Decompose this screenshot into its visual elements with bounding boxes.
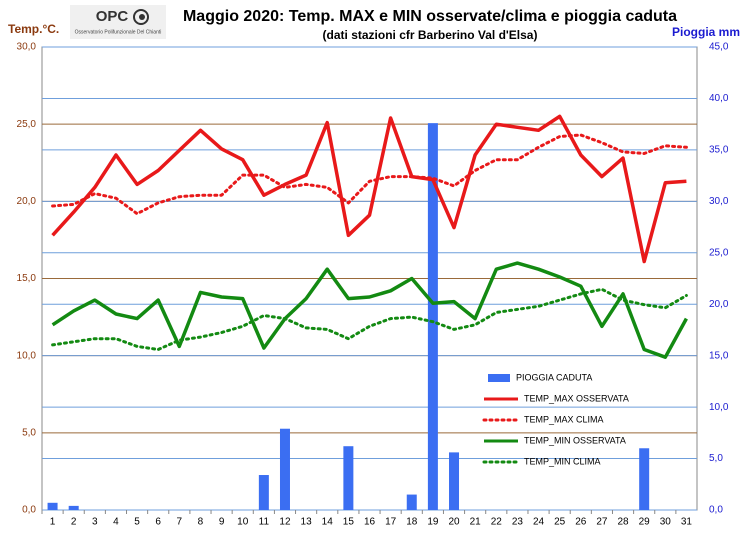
- x-tick-label: 11: [259, 517, 270, 528]
- bar: [343, 446, 354, 510]
- bar: [639, 448, 650, 510]
- x-tick-label: 9: [219, 517, 225, 528]
- x-tick-label: 13: [301, 517, 313, 528]
- y2-tick-label: 45,0: [709, 42, 729, 53]
- y-tick-label: 25,0: [17, 119, 37, 130]
- y-axis-title: Temp.°C.: [8, 22, 59, 36]
- x-tick-label: 22: [491, 517, 503, 528]
- x-tick-label: 30: [660, 517, 672, 528]
- x-tick-label: 12: [279, 517, 291, 528]
- line: [51, 261, 688, 359]
- bar: [427, 123, 438, 510]
- legend-label: TEMP_MIN CLIMA: [524, 456, 601, 466]
- y-tick-label: 30,0: [17, 42, 37, 53]
- x-tick-label: 7: [177, 517, 183, 528]
- y2-tick-label: 15,0: [709, 350, 729, 361]
- x-tick-label: 21: [470, 517, 482, 528]
- legend-label: TEMP_MAX OSSERVATA: [524, 393, 629, 403]
- line: [51, 133, 688, 216]
- x-tick-label: 27: [596, 517, 608, 528]
- bar: [258, 475, 269, 510]
- y2-tick-label: 25,0: [709, 247, 729, 258]
- y-tick-label: 20,0: [17, 196, 37, 207]
- logo-title: OPC: [96, 8, 129, 25]
- bar: [449, 452, 460, 510]
- x-tick-label: 31: [681, 517, 693, 528]
- chart-subtitle: (dati stazioni cfr Barberino Val d'Elsa): [323, 28, 538, 42]
- legend-label: PIOGGIA CADUTA: [516, 372, 592, 382]
- x-tick-label: 3: [92, 517, 98, 528]
- y2-tick-label: 0,0: [709, 505, 723, 516]
- y2-tick-label: 40,0: [709, 93, 729, 104]
- y-tick-label: 15,0: [17, 273, 37, 284]
- line: [51, 287, 688, 351]
- x-tick-label: 17: [385, 517, 397, 528]
- x-tick-label: 24: [533, 517, 545, 528]
- x-tick-label: 5: [134, 517, 140, 528]
- y2-tick-label: 5,0: [709, 453, 723, 464]
- chart-title: Maggio 2020: Temp. MAX e MIN osservate/c…: [183, 8, 677, 25]
- bar: [47, 502, 58, 510]
- y2-tick-label: 30,0: [709, 196, 729, 207]
- y-tick-label: 10,0: [17, 350, 37, 361]
- x-tick-label: 14: [322, 517, 334, 528]
- logo-pupil: [139, 14, 145, 20]
- legend-label: TEMP_MAX CLIMA: [524, 414, 604, 424]
- y-tick-label: 5,0: [22, 427, 36, 438]
- x-tick-label: 20: [448, 517, 460, 528]
- x-tick-label: 19: [427, 517, 439, 528]
- x-tick-label: 6: [155, 517, 161, 528]
- logo-subtitle: Osservatorio Polifunzionale Del Chianti: [75, 29, 162, 35]
- x-tick-label: 1: [50, 517, 56, 528]
- logo-box: [70, 5, 166, 39]
- x-tick-label: 29: [639, 517, 651, 528]
- x-tick-label: 4: [113, 517, 119, 528]
- line: [51, 114, 687, 264]
- y2-axis-title: Pioggia mm: [672, 25, 740, 39]
- x-tick-label: 10: [237, 517, 249, 528]
- y-tick-label: 0,0: [22, 505, 36, 516]
- y2-tick-label: 35,0: [709, 145, 729, 156]
- bar: [68, 505, 79, 510]
- bar: [406, 494, 417, 510]
- x-tick-label: 25: [554, 517, 566, 528]
- x-tick-label: 18: [406, 517, 418, 528]
- logo-eye: [133, 9, 149, 25]
- x-tick-label: 15: [343, 517, 355, 528]
- y2-tick-label: 20,0: [709, 299, 729, 310]
- x-tick-label: 8: [198, 517, 204, 528]
- x-tick-label: 28: [617, 517, 629, 528]
- legend-label: TEMP_MIN OSSERVATA: [524, 435, 626, 445]
- legend-swatch: [488, 374, 510, 382]
- x-tick-label: 26: [575, 517, 587, 528]
- bar: [279, 428, 290, 510]
- x-tick-label: 23: [512, 517, 524, 528]
- x-tick-label: 16: [364, 517, 376, 528]
- y2-tick-label: 10,0: [709, 402, 729, 413]
- x-tick-label: 2: [71, 517, 77, 528]
